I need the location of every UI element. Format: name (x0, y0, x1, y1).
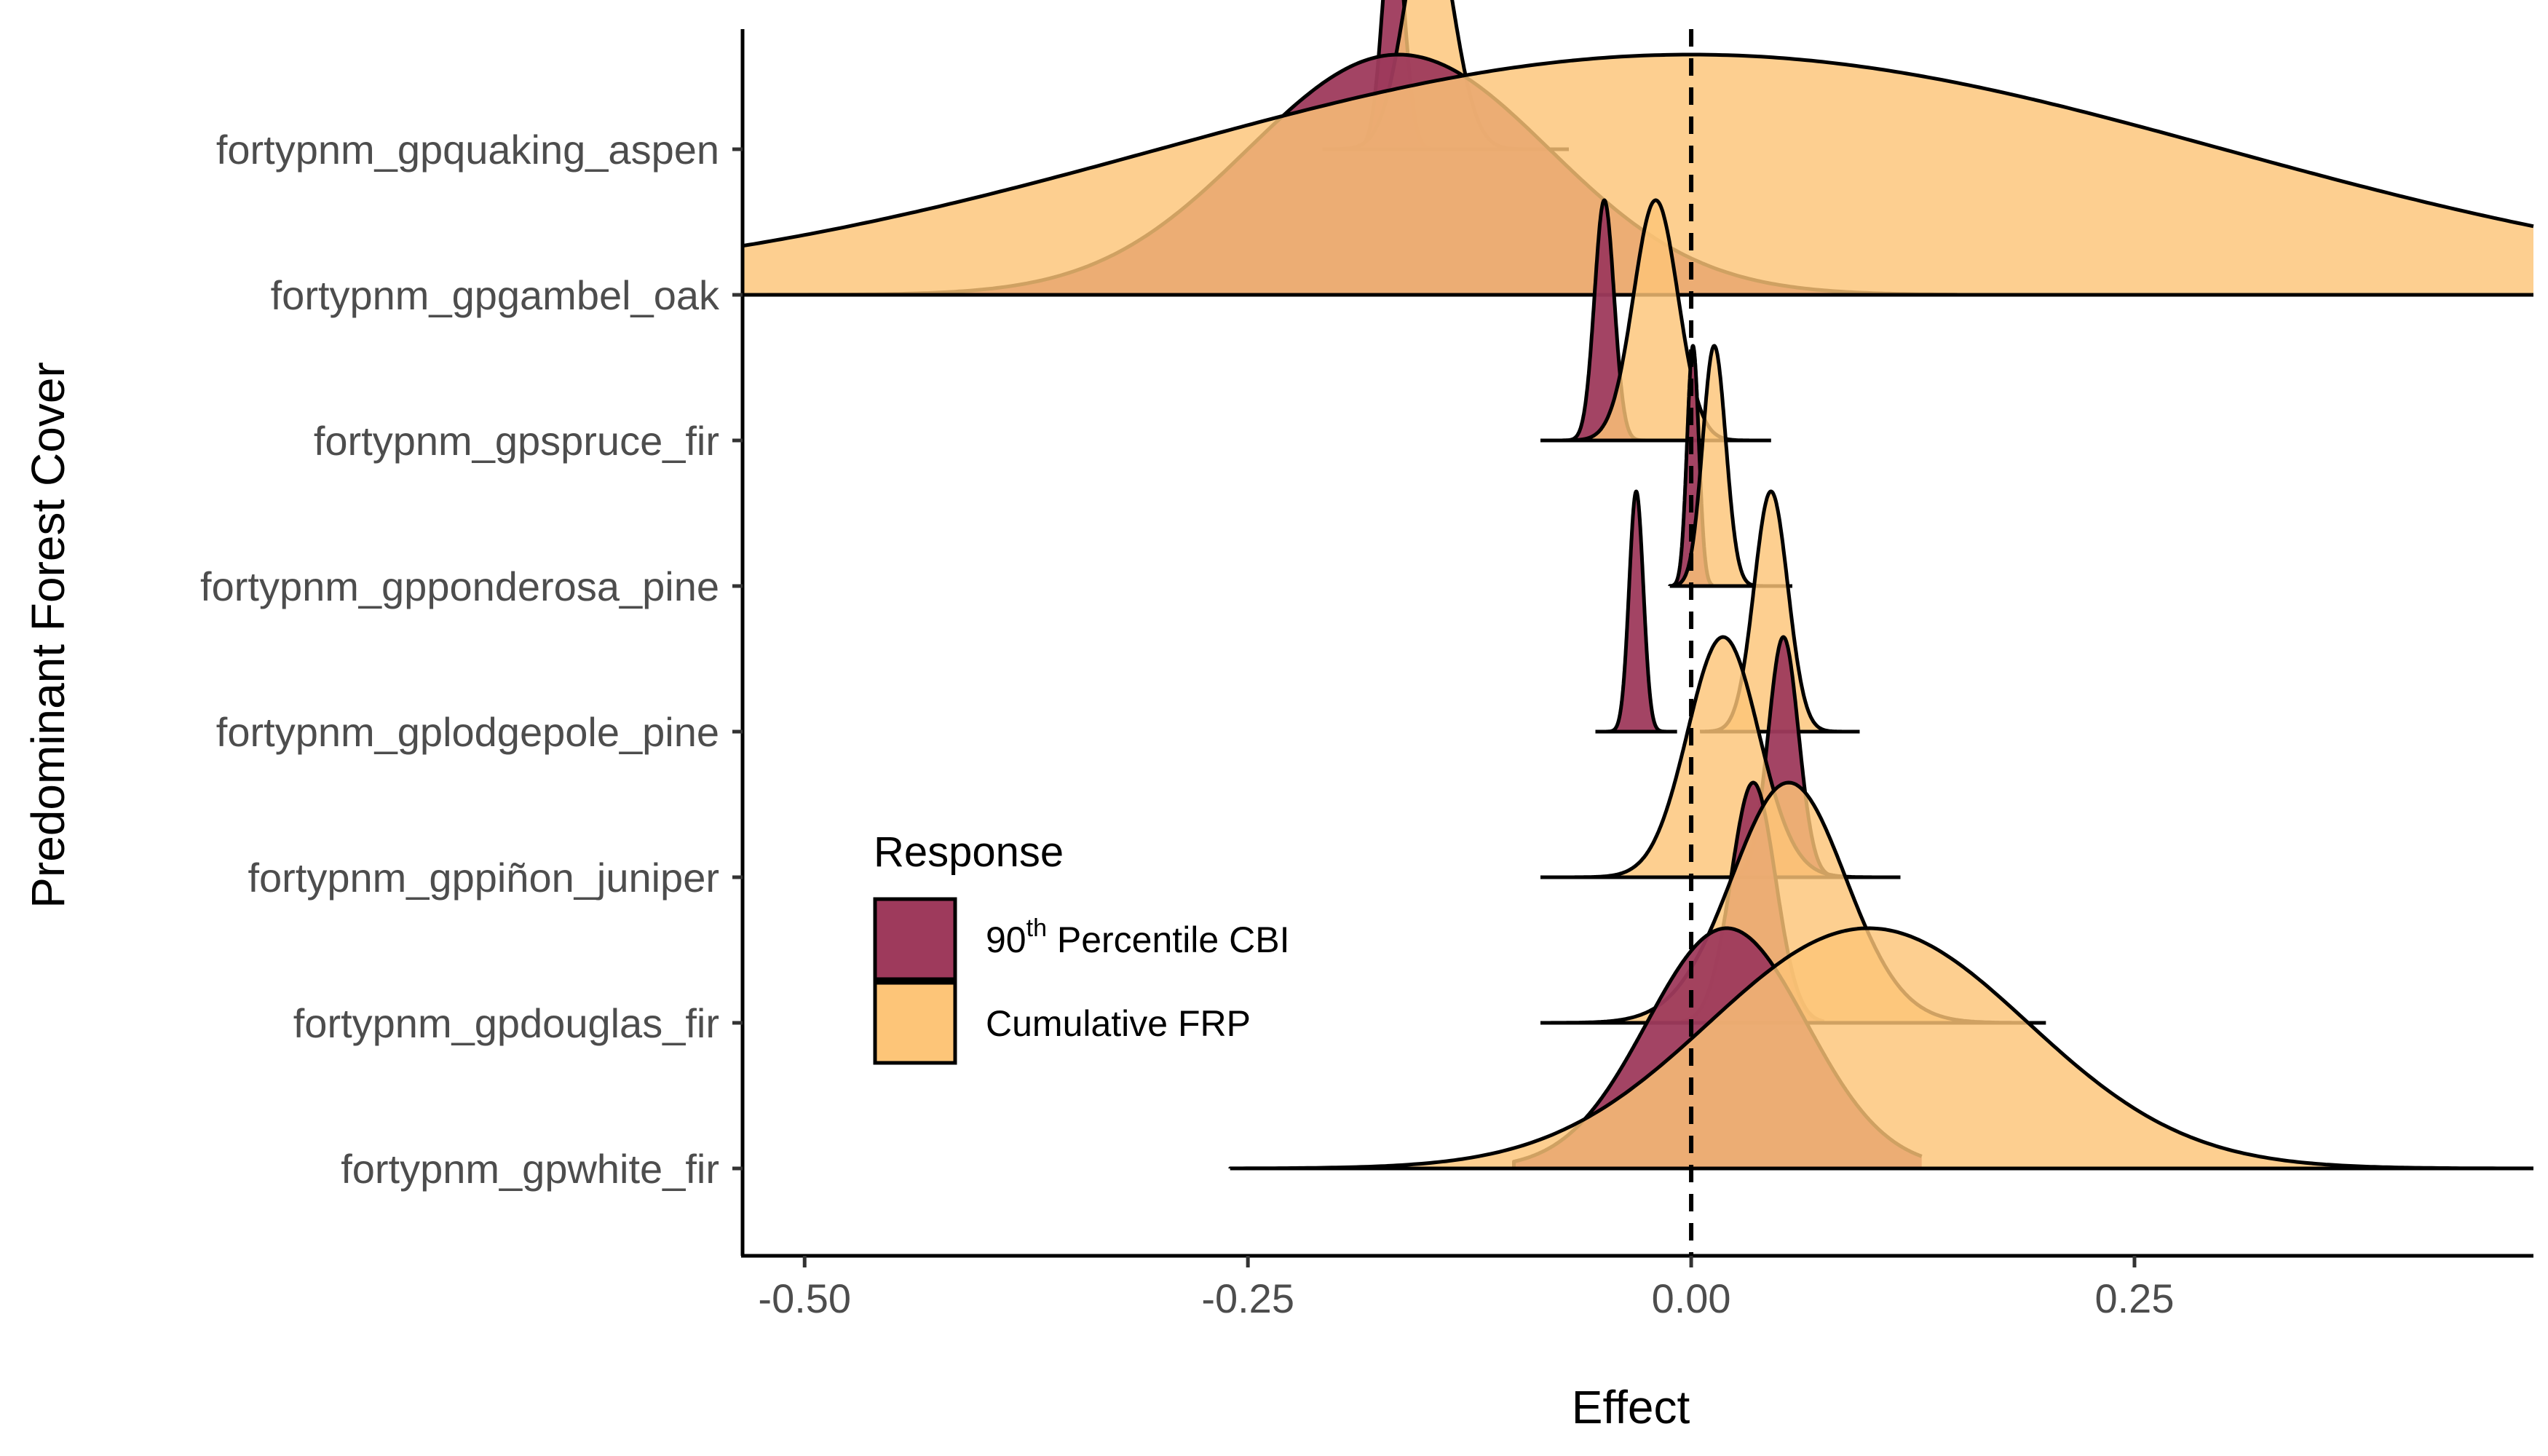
x-tick-label-1: -0.25 (1201, 1275, 1294, 1321)
ridge-fill-fortypnm-gplodgepole-pine-cumulative-frp (1700, 491, 1860, 732)
x-axis-ticks: -0.50 -0.25 0.00 0.25 (758, 1256, 2174, 1321)
y-tick-label-fortypnm-gplodgepole-pine: fortypnm_gplodgepole_pine (216, 709, 719, 755)
y-tick-label-fortypnm-gpspruce-fir: fortypnm_gpspruce_fir (314, 418, 719, 464)
legend-label-cbi-rest: Percentile CBI (1047, 919, 1289, 960)
legend-key-frp (873, 981, 957, 1065)
y-tick-label-fortypnm-gpdouglas-fir: fortypnm_gpdouglas_fir (293, 1000, 719, 1046)
ridge-fortypnm-gppi-on-juniper-cumulative-frp (1540, 635, 1902, 879)
legend-label-cbi: 90th Percentile CBI (986, 914, 1289, 960)
y-axis-ticks: fortypnm_gpwhite_fir fortypnm_gpdouglas_f… (200, 127, 743, 1192)
y-tick-label-fortypnm-gpquaking-aspen: fortypnm_gpquaking_aspen (216, 127, 719, 173)
legend-title: Response (874, 828, 1064, 876)
y-tick-label-fortypnm-gpwhite-fir: fortypnm_gpwhite_fir (341, 1146, 719, 1192)
ridge-fill-fortypnm-gpspruce-fir-cumulative-frp (1540, 200, 1771, 440)
ridge-fill-fortypnm-gpwhite-fir-cumulative-frp (1230, 928, 2533, 1168)
ridge-fill-fortypnm-gppi-on-juniper-cumulative-frp (1540, 637, 1901, 877)
y-tick-label-fortypnm-gppi-on-juniper: fortypnm_gppiñon_juniper (248, 855, 719, 901)
legend-label-cbi-sup: th (1026, 914, 1047, 942)
ridge-fill-fortypnm-gpponderosa-pine-cumulative-frp (1669, 346, 1792, 586)
density-ridges (740, 0, 2534, 1171)
ridge-fortypnm-gpwhite-fir-cumulative-frp (1228, 926, 2533, 1171)
ridge-outline-fortypnm-gpwhite-fir-cumulative-frp (1228, 926, 2533, 1171)
legend-label-cbi-main: 90 (986, 919, 1026, 960)
ridge-fill-fortypnm-gplodgepole-pine-90th-percentile-cbi (1595, 491, 1677, 732)
legend-label-frp: Cumulative FRP (986, 1003, 1251, 1044)
x-tick-label-3: 0.25 (2094, 1275, 2174, 1321)
ridge-fortypnm-gpspruce-fir-cumulative-frp (1539, 198, 1773, 443)
ridge-fill-fortypnm-gppi-on-juniper-90th-percentile-cbi (1691, 637, 1869, 877)
x-tick-label-0: -0.50 (758, 1275, 851, 1321)
legend-key-cbi (873, 897, 957, 981)
ridge-fill-fortypnm-gpdouglas-fir-cumulative-frp (1540, 783, 2046, 1023)
ridge-fill-fortypnm-gpgambel-oak-cumulative-frp (743, 55, 2533, 295)
ridge-outline-fortypnm-gpgambel-oak-cumulative-frp (740, 52, 2534, 295)
y-tick-label-fortypnm-gpgambel-oak: fortypnm_gpgambel_oak (271, 272, 720, 318)
y-tick-label-fortypnm-gpponderosa-pine: fortypnm_gpponderosa_pine (200, 563, 719, 609)
ridge-fortypnm-gplodgepole-pine-90th-percentile-cbi (1594, 489, 1679, 734)
legend: Response 90th Percentile CBI Cumulative … (873, 828, 1289, 1065)
y-axis-title: Predominant Forest Cover (22, 362, 74, 909)
x-axis-title: Effect (1572, 1381, 1690, 1433)
ridge-fill-fortypnm-gpspruce-fir-90th-percentile-cbi (1558, 200, 1656, 440)
legend-label-frp-main: Cumulative FRP (986, 1003, 1251, 1044)
x-tick-label-2: 0.00 (1652, 1275, 1731, 1321)
